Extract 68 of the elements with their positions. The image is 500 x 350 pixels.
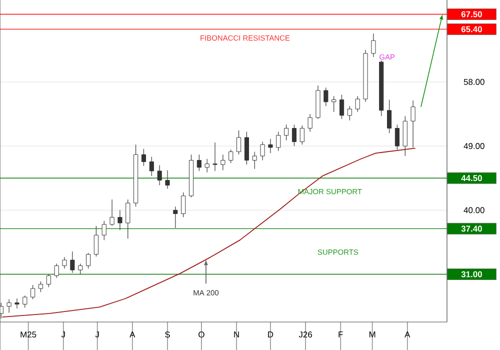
- candlestick: [308, 114, 312, 132]
- candlestick: [46, 274, 51, 288]
- candlestick: [220, 154, 226, 171]
- x-tick-label: A: [130, 332, 136, 338]
- candlestick: [141, 148, 146, 166]
- candlestick: [204, 158, 210, 173]
- candlestick: [196, 154, 202, 172]
- x-tick-label: J: [95, 332, 99, 338]
- y-tick-label: 40.00: [464, 207, 484, 214]
- candlestick: [70, 251, 75, 274]
- candlestick: [236, 130, 242, 155]
- candlestick: [6, 298, 12, 314]
- candlestick: [86, 252, 91, 269]
- candlestick: [347, 106, 352, 121]
- candlestick: [244, 131, 249, 165]
- candlestick: [165, 170, 170, 190]
- x-tick-label: O: [198, 332, 204, 338]
- x-tick-label: M25: [20, 332, 36, 338]
- x-tick-label: M: [369, 332, 376, 338]
- candlestick: [30, 284, 36, 300]
- candlestick: [149, 156, 154, 176]
- y-tick-label: 49.00: [464, 143, 484, 150]
- x-tick-label: D: [268, 332, 274, 338]
- candlestick: [410, 100, 416, 148]
- candlestick: [38, 281, 44, 292]
- candlestick: [0, 302, 4, 319]
- candlestick: [371, 33, 376, 58]
- candlestick: [355, 96, 360, 112]
- x-tick-label: F: [338, 332, 343, 338]
- candlestick: [102, 220, 106, 240]
- candlestick: [62, 256, 67, 269]
- x-tick-label: J26: [298, 332, 312, 338]
- candlestick: [394, 124, 400, 150]
- candlestick: [181, 192, 186, 218]
- candlestick: [387, 99, 392, 134]
- candlestick: [324, 87, 328, 106]
- candlestick: [292, 124, 297, 146]
- candlestick: [94, 226, 98, 257]
- candlestick: [276, 131, 281, 152]
- ref-line-label: 44.50: [461, 175, 482, 182]
- candlestick: [157, 164, 162, 186]
- x-tick-label: A: [404, 332, 410, 338]
- candlestick: [78, 263, 83, 275]
- candlestick: [212, 142, 218, 172]
- x-tick-label: J: [61, 332, 65, 338]
- ref-line-label: 67.50: [461, 11, 482, 18]
- candlestick: [173, 206, 178, 228]
- candlestick: [110, 199, 114, 226]
- candlestick: [54, 263, 59, 278]
- candlestick: [339, 94, 344, 120]
- candlestick: [268, 138, 273, 154]
- ref-line-label: 37.40: [461, 226, 482, 232]
- line-series: [2, 148, 416, 318]
- candlestick: [228, 149, 234, 164]
- candlestick: [14, 298, 20, 309]
- ref-line-label: 65.40: [461, 26, 482, 32]
- y-tick-label: 58.00: [464, 78, 484, 85]
- candlestick: [284, 124, 289, 141]
- candlestick: [260, 141, 265, 161]
- candlestick: [332, 96, 336, 112]
- candlestick: [126, 199, 130, 239]
- x-tick-label: S: [165, 332, 170, 338]
- candlestick: [22, 295, 28, 308]
- ref-line-label: 31.00: [461, 271, 482, 278]
- candlestick: [118, 210, 122, 230]
- x-tick-label: N: [234, 332, 239, 338]
- candlestick: [252, 151, 257, 170]
- candlestick: [300, 125, 304, 145]
